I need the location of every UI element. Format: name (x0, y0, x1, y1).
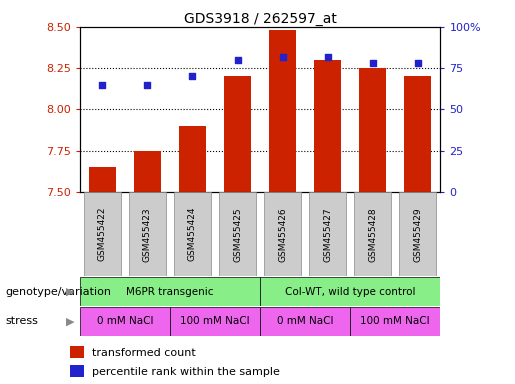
Text: transformed count: transformed count (92, 348, 196, 358)
Bar (170, 307, 260, 336)
Text: GSM455424: GSM455424 (188, 207, 197, 262)
Point (98, 82, 107, 88)
Bar (70, 365, 84, 377)
Text: Col-WT, wild type control: Col-WT, wild type control (285, 286, 416, 297)
Point (369, 60, 377, 66)
Bar (399, 192, 436, 276)
Bar (350, 307, 440, 336)
Bar (89, 167, 116, 192)
Bar (70, 346, 84, 359)
Text: ▶: ▶ (66, 316, 75, 326)
Text: GSM455426: GSM455426 (278, 207, 287, 262)
Bar (354, 192, 391, 276)
Point (188, 73, 197, 79)
Bar (404, 76, 431, 192)
Bar (80, 307, 170, 336)
Bar (219, 192, 256, 276)
Bar (224, 76, 251, 192)
Text: 100 mM NaCl: 100 mM NaCl (180, 316, 250, 326)
Bar (134, 151, 161, 192)
Point (233, 57, 242, 63)
Text: 0 mM NaCl: 0 mM NaCl (277, 316, 333, 326)
Text: GSM455427: GSM455427 (323, 207, 332, 262)
Point (323, 53, 332, 60)
Text: GSM455425: GSM455425 (233, 207, 242, 262)
Bar (260, 307, 350, 336)
Bar (309, 192, 346, 276)
Bar (314, 60, 341, 192)
Text: percentile rank within the sample: percentile rank within the sample (92, 367, 280, 377)
Text: 0 mM NaCl: 0 mM NaCl (97, 316, 153, 326)
Text: GSM455429: GSM455429 (414, 207, 422, 262)
Text: GSM455428: GSM455428 (368, 207, 377, 262)
Title: GDS3918 / 262597_at: GDS3918 / 262597_at (184, 12, 336, 26)
Bar (129, 192, 166, 276)
Point (143, 82, 151, 88)
Bar (84, 192, 121, 276)
Text: M6PR transgenic: M6PR transgenic (126, 286, 214, 297)
Bar (80, 277, 260, 306)
Bar (179, 126, 206, 192)
Point (414, 60, 422, 66)
Text: 100 mM NaCl: 100 mM NaCl (360, 316, 430, 326)
Bar (269, 30, 296, 192)
Text: GSM455422: GSM455422 (98, 207, 107, 262)
Bar (174, 192, 211, 276)
Bar (264, 192, 301, 276)
Text: stress: stress (5, 316, 38, 326)
Bar (359, 68, 386, 192)
Bar (260, 277, 440, 306)
Text: ▶: ▶ (66, 286, 75, 297)
Text: GSM455423: GSM455423 (143, 207, 152, 262)
Point (279, 53, 287, 60)
Text: genotype/variation: genotype/variation (5, 286, 111, 297)
